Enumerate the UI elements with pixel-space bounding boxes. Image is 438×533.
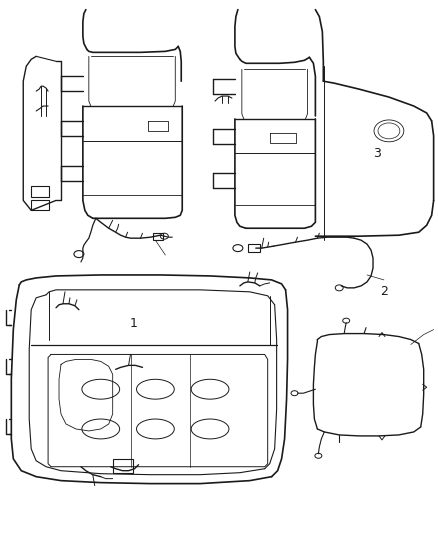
Text: 3: 3 bbox=[374, 147, 381, 160]
Bar bbox=[153, 233, 163, 240]
Bar bbox=[248, 244, 260, 252]
Bar bbox=[31, 200, 49, 211]
Text: 2: 2 bbox=[380, 285, 388, 298]
Bar bbox=[31, 185, 49, 197]
Bar bbox=[113, 459, 133, 473]
Text: 1: 1 bbox=[130, 317, 138, 330]
